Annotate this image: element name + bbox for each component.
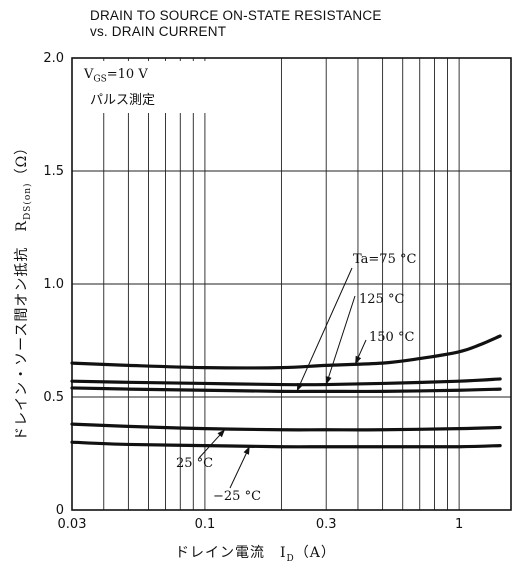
x-tick-label: 0.3 xyxy=(316,517,337,532)
grid-lines xyxy=(72,58,511,510)
annotation-arrowhead xyxy=(355,355,362,365)
legend-box: VGS=10 V パルス測定 xyxy=(74,61,210,113)
y-tick-label: 2.0 xyxy=(43,51,64,66)
series-line xyxy=(70,422,502,432)
legend-pulse: パルス測定 xyxy=(90,93,156,108)
y-tick-label: 0 xyxy=(56,503,64,518)
annotation-arrowhead xyxy=(217,429,226,438)
annotation-leader xyxy=(325,295,356,385)
x-tick-label: 0.1 xyxy=(195,517,216,532)
annotation-labels: Ta=75 °C 125 °C 150 °C 25 °C −25 °C xyxy=(176,252,416,504)
annotation-label: 25 °C xyxy=(176,456,213,471)
tick-labels: 0.03 0.1 0.3 1 0 0.5 1.0 1.5 2.0 xyxy=(43,51,463,532)
annotation-leader xyxy=(296,267,353,392)
series-line xyxy=(70,334,502,370)
annotation-leaders xyxy=(198,267,367,489)
x-tick-label: 0.03 xyxy=(58,517,87,532)
annotation-arrowhead xyxy=(325,376,332,385)
plot-frame xyxy=(71,57,512,511)
y-tick-label: 1.5 xyxy=(43,164,64,179)
annotation-label: −25 °C xyxy=(213,489,261,504)
series-line xyxy=(70,440,502,449)
annotation-label: Ta=75 °C xyxy=(353,252,416,267)
annotation-label: 150 °C xyxy=(369,330,414,345)
annotation-arrowhead xyxy=(296,382,303,392)
annotation-label: 125 °C xyxy=(359,292,404,307)
x-tick-label: 1 xyxy=(455,517,463,532)
series-lines xyxy=(70,334,502,449)
series-line xyxy=(70,386,502,394)
y-tick-label: 0.5 xyxy=(43,390,64,405)
y-tick-label: 1.0 xyxy=(43,277,64,292)
chart-subtitle: vs. DRAIN CURRENT xyxy=(90,24,227,39)
y-axis-label: ドレイン・ソース間オン抵抗 RDS(on)（Ω） xyxy=(14,139,33,441)
annotation-arrowhead xyxy=(243,446,250,455)
chart-title: DRAIN TO SOURCE ON-STATE RESISTANCE xyxy=(90,8,382,23)
series-line xyxy=(70,377,502,387)
legend-vgs: VGS=10 V xyxy=(84,67,148,85)
x-axis-label: ドレイン電流 ID（A） xyxy=(175,545,336,564)
